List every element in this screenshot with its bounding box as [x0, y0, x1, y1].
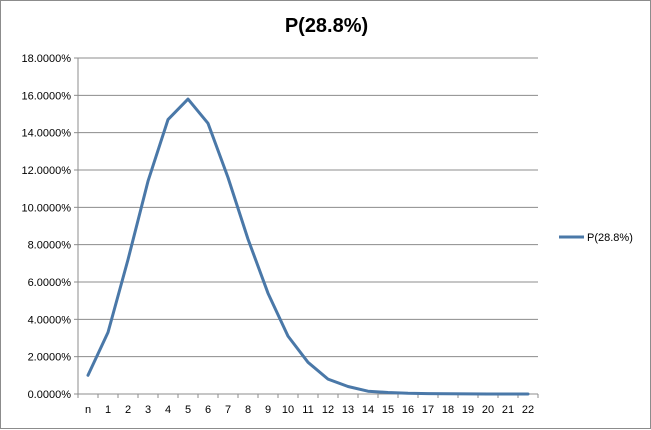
x-tick-label: 6 — [205, 404, 211, 416]
x-tick-label: 8 — [245, 404, 251, 416]
y-tick-label: 8.0000% — [28, 240, 72, 252]
x-tick-label: 1 — [105, 404, 111, 416]
legend-label: P(28.8%) — [587, 232, 633, 244]
x-tick-label: 4 — [165, 404, 171, 416]
x-tick-label: 16 — [402, 404, 414, 416]
y-tick-label: 10.0000% — [21, 202, 71, 214]
x-tick-label: 10 — [282, 404, 294, 416]
y-tick-label: 4.0000% — [28, 314, 72, 326]
x-tick-label: 19 — [462, 404, 474, 416]
y-tick-label: 2.0000% — [28, 352, 72, 364]
y-tick-label: 12.0000% — [21, 165, 71, 177]
x-tick-label: 22 — [522, 404, 534, 416]
y-tick-label: 14.0000% — [21, 128, 71, 140]
x-tick-label: 5 — [185, 404, 191, 416]
x-tick-label: 17 — [422, 404, 434, 416]
x-tick-label: 15 — [382, 404, 394, 416]
x-tick-label: 12 — [322, 404, 334, 416]
y-tick-label: 18.0000% — [21, 53, 71, 65]
chart-title: P(28.8%) — [284, 15, 369, 37]
x-tick-label: 14 — [362, 404, 374, 416]
x-tick-label: 18 — [442, 404, 454, 416]
x-tick-label: 21 — [502, 404, 514, 416]
x-tick-label: 3 — [145, 404, 151, 416]
y-tick-label: 6.0000% — [28, 277, 72, 289]
x-tick-label: 11 — [302, 404, 313, 416]
x-tick-label: 13 — [342, 404, 354, 416]
x-tick-label: 2 — [125, 404, 131, 416]
x-tick-label: 7 — [225, 404, 231, 416]
y-tick-label: 16.0000% — [21, 90, 71, 102]
series-line — [86, 97, 530, 396]
x-tick-label: 9 — [265, 404, 271, 416]
x-tick-label: 20 — [482, 404, 494, 416]
x-tick-label: n — [85, 404, 91, 416]
y-tick-label: 0.0000% — [28, 389, 72, 401]
